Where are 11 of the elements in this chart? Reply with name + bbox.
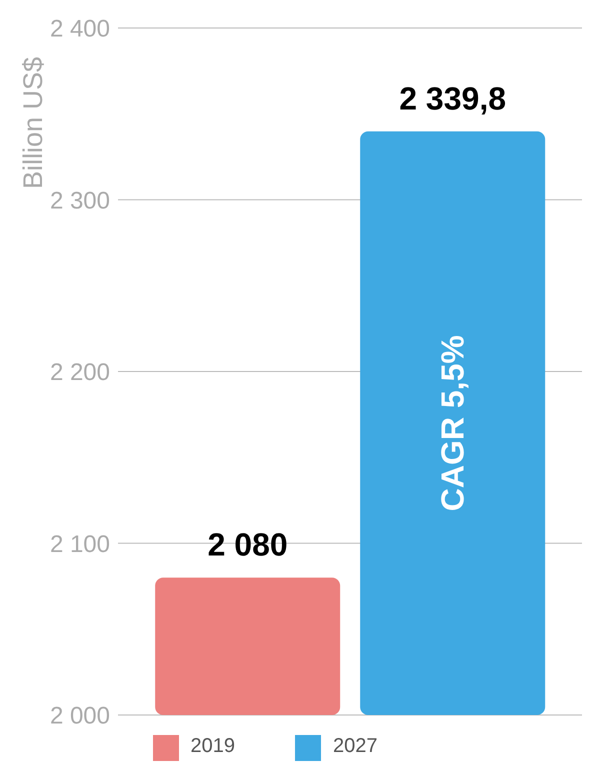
data-label: 2 080 — [208, 526, 288, 563]
y-tick-label: 2 300 — [50, 187, 110, 214]
y-axis-title: Billion US$ — [18, 56, 48, 190]
y-tick-label: 2 000 — [50, 702, 110, 730]
y-tick-label: 2 100 — [50, 530, 110, 558]
legend-label: 2019 — [190, 735, 235, 758]
data-label: 2 339,8 — [399, 80, 506, 116]
annotation: CAGR 5,5% — [434, 335, 471, 512]
legend-label: 2027 — [333, 735, 378, 758]
y-tick-label: 2 200 — [50, 359, 110, 386]
y-tick-label: 2 400 — [50, 16, 110, 43]
